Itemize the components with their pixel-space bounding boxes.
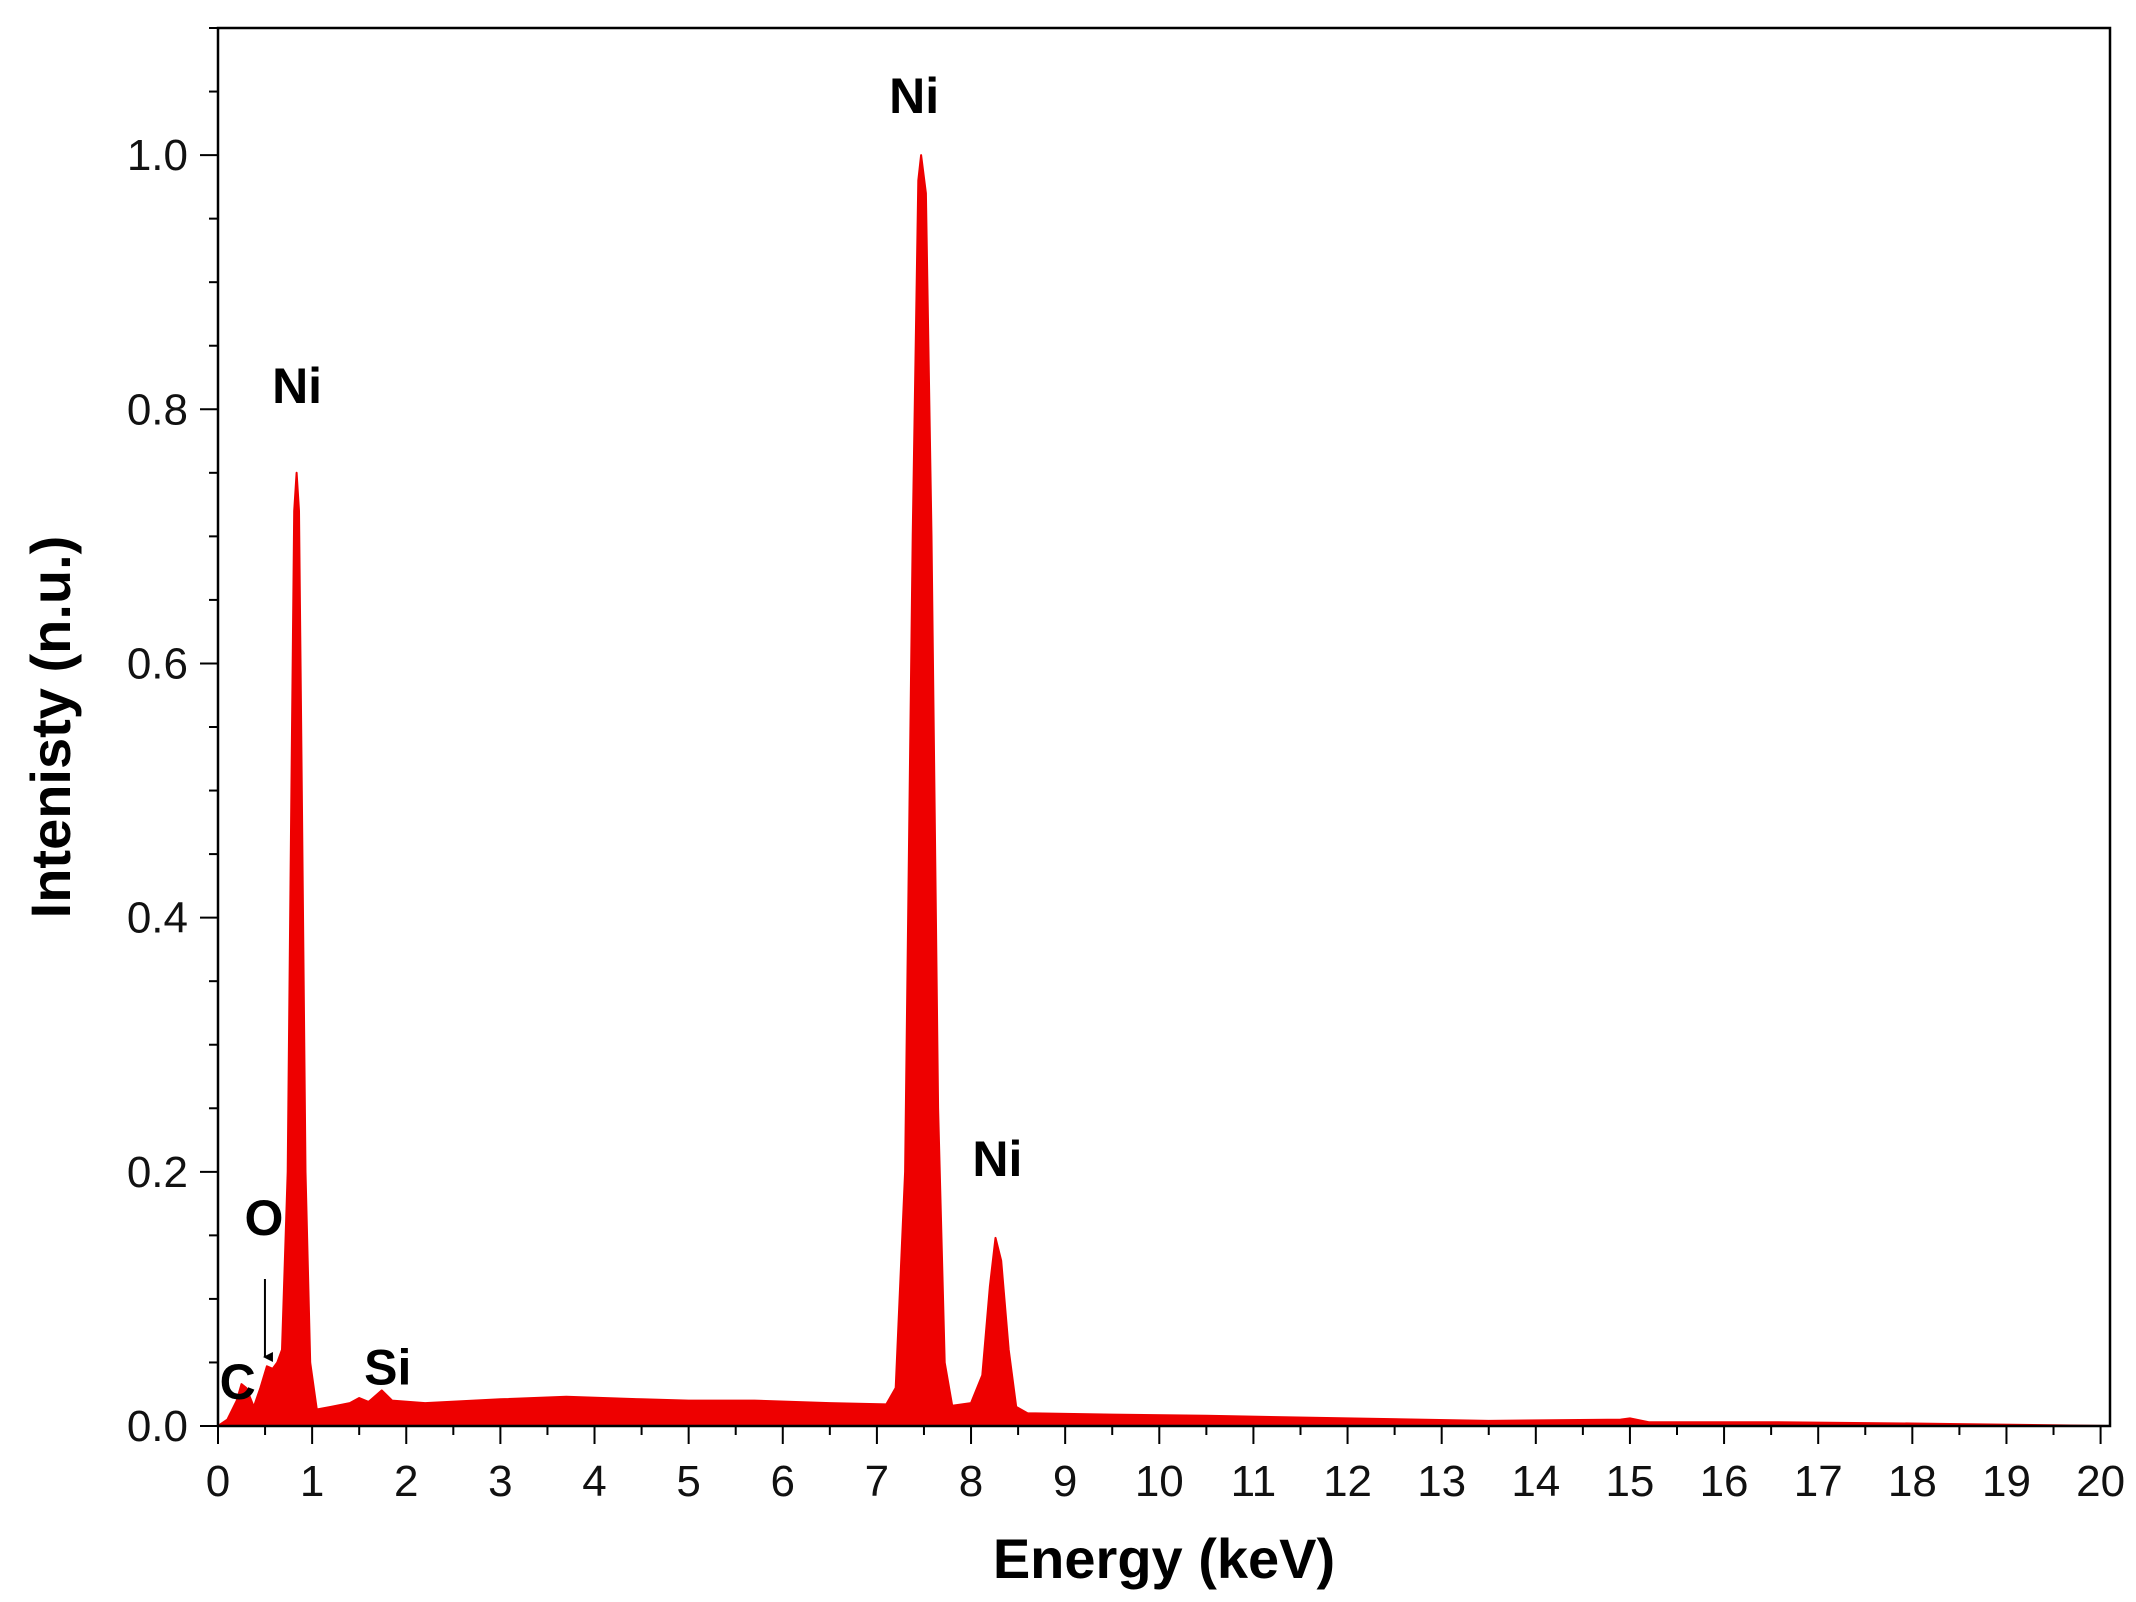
y-tick-label: 0.8 — [127, 385, 188, 434]
peak-label-ni: Ni — [889, 68, 939, 124]
x-tick-label: 1 — [300, 1457, 324, 1506]
x-tick-label: 12 — [1323, 1457, 1372, 1506]
plot-frame — [216, 26, 2112, 1428]
x-tick-label: 17 — [1794, 1457, 1843, 1506]
peak-label-ni: Ni — [272, 358, 322, 414]
y-tick-label: 0.2 — [127, 1148, 188, 1197]
x-tick-label: 9 — [1053, 1457, 1077, 1506]
x-tick-label: 4 — [582, 1457, 606, 1506]
x-tick-label: 20 — [2076, 1457, 2125, 1506]
x-axis-title: Energy (keV) — [993, 1527, 1335, 1590]
x-tick-label: 3 — [488, 1457, 512, 1506]
x-tick-label: 5 — [676, 1457, 700, 1506]
x-tick-label: 19 — [1982, 1457, 2031, 1506]
x-tick-label: 8 — [959, 1457, 983, 1506]
x-tick-label: 6 — [771, 1457, 795, 1506]
peak-label-c: C — [220, 1354, 256, 1410]
x-tick-label: 13 — [1417, 1457, 1466, 1506]
y-tick-label: 1.0 — [127, 131, 188, 180]
y-tick-label: 0.0 — [127, 1402, 188, 1451]
spectrum-series-0 — [217, 154, 2111, 1427]
x-tick-label: 15 — [1605, 1457, 1654, 1506]
x-tick-label: 16 — [1700, 1457, 1749, 1506]
x-tick-label: 10 — [1135, 1457, 1184, 1506]
peak-label-o: O — [244, 1190, 283, 1246]
y-tick-label: 0.6 — [127, 639, 188, 688]
y-tick-label: 0.4 — [127, 894, 188, 943]
x-tick-label: 14 — [1511, 1457, 1560, 1506]
x-tick-label: 0 — [206, 1457, 230, 1506]
peak-label-ni: Ni — [972, 1131, 1022, 1187]
peak-label-si: Si — [364, 1339, 411, 1395]
y-axis-title: Intenisty (n.u.) — [19, 536, 82, 919]
x-tick-label: 2 — [394, 1457, 418, 1506]
x-tick-label: 7 — [865, 1457, 889, 1506]
x-tick-label: 11 — [1231, 1457, 1277, 1506]
x-tick-label: 18 — [1888, 1457, 1937, 1506]
